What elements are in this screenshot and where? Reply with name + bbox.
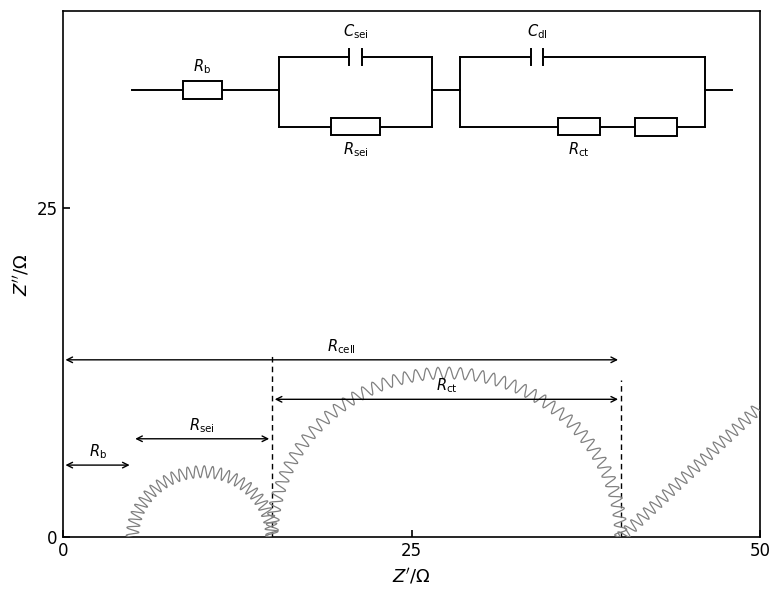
Text: $R_\mathrm{sei}$: $R_\mathrm{sei}$ [189,416,215,435]
Text: $R_\mathrm{b}$: $R_\mathrm{b}$ [88,442,106,461]
Text: $R_\mathrm{cell}$: $R_\mathrm{cell}$ [328,337,356,356]
X-axis label: $Z'/\Omega$: $Z'/\Omega$ [392,566,431,586]
Bar [635,118,676,136]
Text: $C_\mathrm{dl}$: $C_\mathrm{dl}$ [527,23,547,41]
Y-axis label: $Z''/\Omega$: $Z''/\Omega$ [11,253,31,296]
Bar [183,81,222,99]
Bar [558,118,600,136]
Text: $W$: $W$ [647,119,664,135]
Text: $R_\mathrm{ct}$: $R_\mathrm{ct}$ [436,377,457,395]
Text: $R_\mathrm{ct}$: $R_\mathrm{ct}$ [569,140,590,159]
Bar [332,118,380,136]
Text: $C_\mathrm{sei}$: $C_\mathrm{sei}$ [343,23,368,41]
Text: $R_\mathrm{b}$: $R_\mathrm{b}$ [193,57,211,76]
Text: $R_\mathrm{sei}$: $R_\mathrm{sei}$ [343,140,368,159]
